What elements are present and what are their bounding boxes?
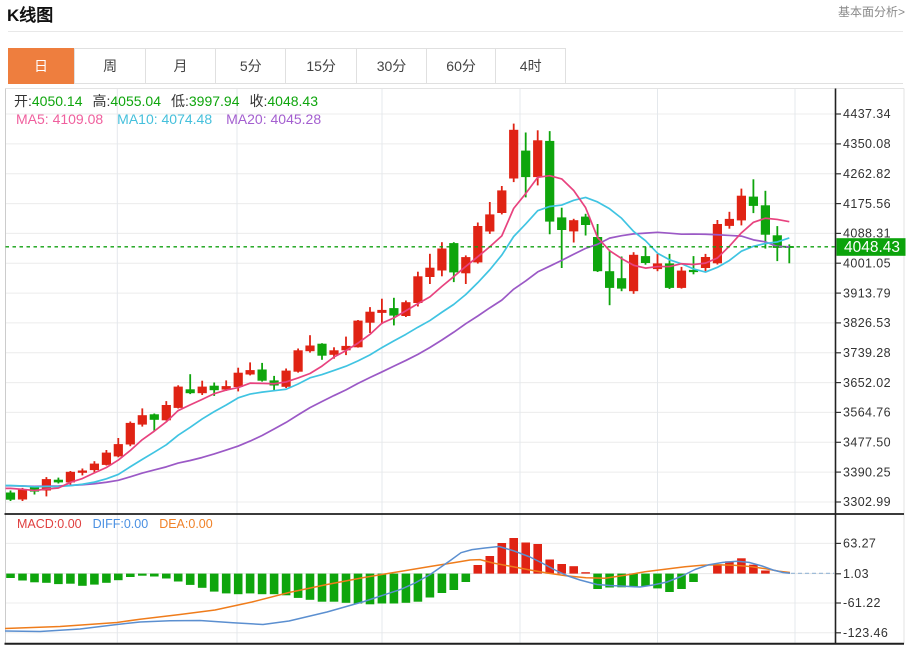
svg-text:-61.22: -61.22 (843, 596, 881, 610)
svg-text:3390.25: 3390.25 (843, 465, 891, 479)
svg-text:63.27: 63.27 (843, 537, 876, 551)
svg-text:4048.43: 4048.43 (844, 239, 900, 256)
svg-text:1.03: 1.03 (843, 567, 869, 581)
svg-text:3913.79: 3913.79 (843, 286, 891, 300)
svg-text:4350.08: 4350.08 (843, 137, 891, 151)
svg-text:3739.28: 3739.28 (843, 346, 891, 360)
svg-text:3652.02: 3652.02 (843, 376, 891, 390)
svg-text:开:4050.14高:4055.04低:3997.94收:4: 开:4050.14 高:4055.04 低:3997.94 收:4048.43 (14, 93, 318, 109)
svg-text:4262.82: 4262.82 (843, 167, 891, 181)
svg-text:4001.05: 4001.05 (843, 256, 891, 270)
svg-text:3564.76: 3564.76 (843, 406, 891, 420)
svg-text:4175.56: 4175.56 (843, 197, 891, 211)
svg-text:3826.53: 3826.53 (843, 316, 891, 330)
svg-text:4088.31: 4088.31 (843, 227, 891, 241)
svg-text:4437.34: 4437.34 (843, 107, 891, 121)
svg-text:-123.46: -123.46 (843, 626, 888, 640)
svg-text:3477.50: 3477.50 (843, 436, 891, 450)
svg-text:3302.99: 3302.99 (843, 495, 891, 509)
